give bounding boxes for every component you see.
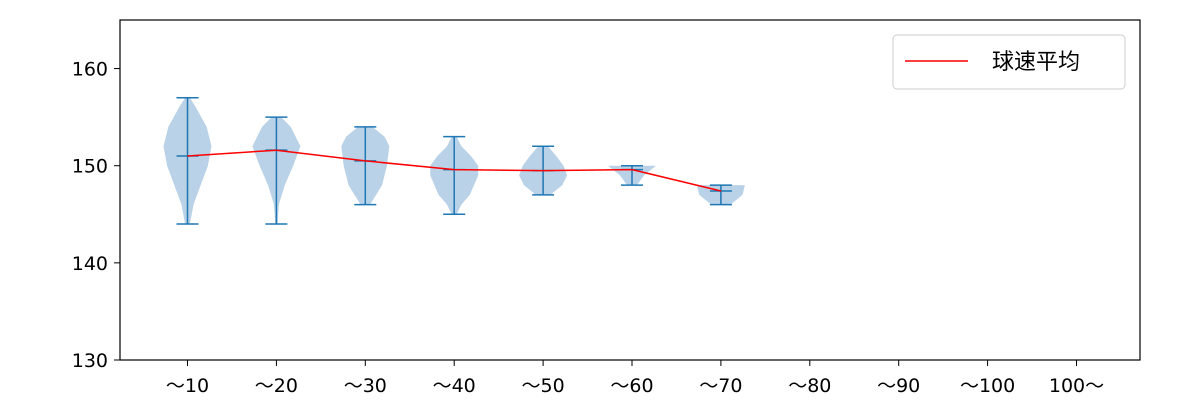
mean-speed-point [453, 169, 455, 171]
x-tick-label: ～30 [344, 375, 387, 397]
x-tick-label: ～100 [960, 375, 1015, 397]
plot-frame [119, 19, 1141, 361]
y-tick-label: 130 [72, 350, 108, 372]
mean-speed-point [364, 160, 366, 162]
y-tick-label: 150 [72, 156, 108, 178]
x-tick-label: ～10 [166, 375, 209, 397]
x-tick-label: ～70 [699, 375, 742, 397]
mean-speed-point [631, 169, 633, 171]
x-tick-label: ～40 [433, 375, 476, 397]
legend-label: 球速平均 [992, 50, 1080, 75]
x-tick-label: ～80 [788, 375, 831, 397]
x-axis: ～10 ～20 ～30 ～40 ～50 ～60 ～70 ～80 ～90 ～100 100～ [166, 360, 1104, 397]
legend-box [892, 34, 1126, 90]
whiskers-group [176, 96, 996, 361]
y-tick-label: 140 [72, 253, 108, 275]
y-tick-label: 160 [72, 59, 108, 81]
mean-speed-point [187, 155, 188, 157]
x-tick-label: 100～ [1049, 375, 1104, 397]
x-tick-label: ～50 [522, 375, 565, 397]
y-axis: 130 140 150 160 [72, 59, 120, 372]
mean-line-group [187, 149, 722, 192]
mean-speed-point [720, 190, 722, 192]
mean-speed-point [275, 149, 277, 151]
x-tick-label: ～20 [255, 375, 298, 397]
x-tick-label: ～90 [877, 375, 920, 397]
mean-speed-point [542, 170, 544, 172]
legend: 球速平均 [892, 34, 1126, 90]
x-tick-label: ～60 [610, 375, 653, 397]
